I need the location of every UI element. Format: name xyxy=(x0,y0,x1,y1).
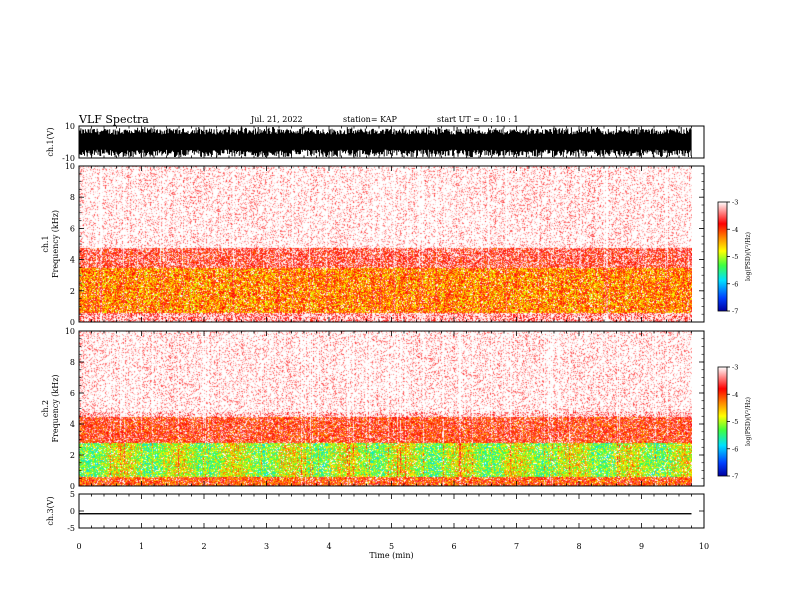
x-tick-label: 8 xyxy=(576,542,581,551)
y-tick-label: 2 xyxy=(70,451,75,460)
x-tick-label: 1 xyxy=(139,542,144,551)
ch1-spectrogram-image xyxy=(79,166,692,322)
x-tick-label: 9 xyxy=(639,542,644,551)
colorbar-tick-label: -3 xyxy=(732,364,738,372)
date-label: Jul. 21, 2022 xyxy=(251,115,303,124)
x-axis-label: Time (min) xyxy=(369,551,413,560)
y-tick-label: 4 xyxy=(70,420,75,429)
colorbar-tick-label: -5 xyxy=(732,253,738,261)
x-tick-label: 5 xyxy=(389,542,394,551)
y-tick-label: 10 xyxy=(65,122,75,131)
colorbar-tick-label: -7 xyxy=(732,473,738,481)
y-tick-label: 5 xyxy=(70,490,75,499)
colorbar-tick-label: -5 xyxy=(732,418,738,426)
y-axis-label: ch.1(V) xyxy=(46,127,55,156)
colorbar-label: log(PSD)(V²/Hz) xyxy=(745,397,752,446)
colorbar-2 xyxy=(717,366,728,477)
panel-frame-4 xyxy=(78,493,705,529)
y-axis-label: ch.3(V) xyxy=(46,496,55,525)
x-tick-label: 6 xyxy=(451,542,456,551)
colorbar-tick-label: -6 xyxy=(732,280,738,288)
station-label: station= KAP xyxy=(343,115,397,124)
y-tick-label: 8 xyxy=(70,358,75,367)
start-time-label: start UT = 0 : 10 : 1 xyxy=(437,115,519,124)
ch2-spectrogram-image xyxy=(79,331,692,486)
ch1-waveform xyxy=(79,127,692,157)
colorbar-tick-label: -4 xyxy=(732,391,738,399)
y-axis-label: ch.1 xyxy=(41,235,50,252)
x-tick-label: 10 xyxy=(699,542,709,551)
colorbar-1 xyxy=(717,201,728,312)
colorbar-tick-label: -4 xyxy=(732,226,738,234)
y-axis-label: Frequency (kHz) xyxy=(51,374,60,442)
y-tick-label: -10 xyxy=(62,154,75,163)
colorbar-tick-label: -3 xyxy=(732,199,738,207)
y-axis-label: Frequency (kHz) xyxy=(51,210,60,278)
y-tick-label: 2 xyxy=(70,287,75,296)
x-tick-label: 4 xyxy=(326,542,331,551)
figure-title: VLF Spectra xyxy=(79,113,149,126)
y-tick-label: 0 xyxy=(70,507,75,516)
y-tick-label: 6 xyxy=(70,224,75,233)
colorbar-tick-label: -6 xyxy=(732,445,738,453)
ch1-waveform-trace xyxy=(79,127,692,157)
x-tick-label: 3 xyxy=(264,542,269,551)
y-tick-label: -5 xyxy=(67,524,75,533)
y-tick-label: 8 xyxy=(70,193,75,202)
colorbar-tick-label: -7 xyxy=(732,308,738,316)
ch3-trace xyxy=(79,513,692,515)
y-tick-label: 0 xyxy=(70,482,75,491)
y-axis-label: ch.2 xyxy=(41,400,50,417)
y-tick-label: 0 xyxy=(70,318,75,327)
colorbar-label: log(PSD)(V²/Hz) xyxy=(745,232,752,281)
y-tick-label: 10 xyxy=(65,162,75,171)
x-tick-label: 2 xyxy=(201,542,206,551)
y-tick-label: 6 xyxy=(70,389,75,398)
y-tick-label: 10 xyxy=(65,327,75,336)
y-tick-label: 4 xyxy=(70,256,75,265)
x-tick-label: 7 xyxy=(514,542,519,551)
x-tick-label: 0 xyxy=(76,542,81,551)
